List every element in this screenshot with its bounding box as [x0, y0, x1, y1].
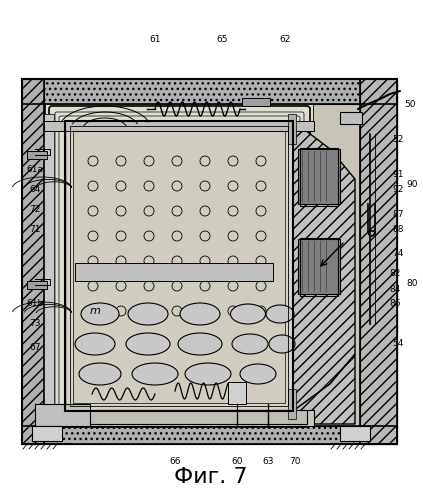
Bar — [22, 79, 44, 444]
Bar — [70, 126, 288, 406]
Bar — [22, 79, 397, 444]
Bar — [32, 426, 62, 441]
Bar — [27, 151, 47, 159]
Bar — [44, 121, 314, 131]
Ellipse shape — [240, 364, 276, 384]
Text: Фиг. 7: Фиг. 7 — [174, 467, 248, 487]
Ellipse shape — [180, 303, 220, 325]
Bar — [288, 389, 296, 419]
Text: 61: 61 — [149, 34, 161, 43]
Text: 91: 91 — [392, 170, 404, 179]
Bar — [22, 426, 397, 444]
Bar — [300, 238, 338, 296]
Text: 65: 65 — [216, 34, 228, 43]
Ellipse shape — [79, 363, 121, 385]
Polygon shape — [293, 354, 355, 424]
Text: 64: 64 — [29, 185, 41, 194]
Text: 70: 70 — [289, 457, 301, 466]
Ellipse shape — [178, 333, 222, 355]
Polygon shape — [293, 121, 355, 411]
Ellipse shape — [126, 333, 170, 355]
Bar — [22, 79, 397, 104]
Ellipse shape — [75, 333, 115, 355]
Bar — [45, 104, 313, 129]
Bar — [242, 98, 270, 106]
Ellipse shape — [128, 303, 168, 325]
Text: 88: 88 — [392, 225, 404, 234]
Text: 80: 80 — [406, 279, 418, 288]
Ellipse shape — [269, 335, 295, 353]
Text: 60: 60 — [231, 457, 243, 466]
Bar — [300, 148, 338, 206]
Ellipse shape — [232, 334, 268, 354]
Ellipse shape — [132, 363, 178, 385]
Bar — [44, 114, 54, 424]
Bar — [360, 79, 397, 444]
Bar — [52, 410, 307, 424]
Bar — [340, 112, 362, 124]
Bar — [44, 410, 314, 426]
Bar — [298, 239, 340, 294]
Text: 92: 92 — [392, 185, 404, 194]
Ellipse shape — [266, 305, 294, 323]
Bar — [310, 84, 397, 429]
Bar — [65, 121, 293, 411]
Bar — [298, 149, 340, 204]
Bar — [65, 121, 293, 411]
Text: 82: 82 — [389, 269, 401, 278]
Bar — [288, 114, 296, 144]
Text: 87: 87 — [392, 210, 404, 219]
Ellipse shape — [231, 304, 266, 324]
Bar — [360, 79, 397, 444]
Text: 61a: 61a — [27, 165, 44, 174]
Text: 62: 62 — [279, 34, 291, 43]
Bar — [22, 79, 44, 444]
Text: 63: 63 — [262, 457, 274, 466]
Text: 54: 54 — [392, 339, 404, 348]
Bar — [73, 129, 285, 403]
Text: 52: 52 — [392, 135, 404, 144]
FancyBboxPatch shape — [49, 106, 310, 427]
Ellipse shape — [81, 303, 119, 325]
Bar — [75, 263, 273, 281]
Bar — [22, 79, 397, 104]
Ellipse shape — [185, 363, 231, 385]
Bar — [35, 404, 90, 426]
Text: 66: 66 — [169, 457, 181, 466]
Bar — [27, 281, 47, 289]
Text: 61b: 61b — [26, 299, 44, 308]
Text: 86: 86 — [389, 299, 401, 308]
Text: 67: 67 — [29, 342, 41, 351]
Text: 74: 74 — [392, 250, 404, 258]
Text: m: m — [90, 306, 100, 316]
Bar — [228, 382, 246, 404]
Text: 73: 73 — [29, 319, 41, 328]
Text: 72: 72 — [29, 205, 41, 214]
Text: 90: 90 — [406, 180, 418, 189]
Text: 71: 71 — [29, 225, 41, 234]
Bar — [22, 426, 397, 444]
Text: 84: 84 — [389, 284, 401, 293]
Text: 50: 50 — [404, 99, 416, 108]
Bar — [340, 426, 370, 441]
